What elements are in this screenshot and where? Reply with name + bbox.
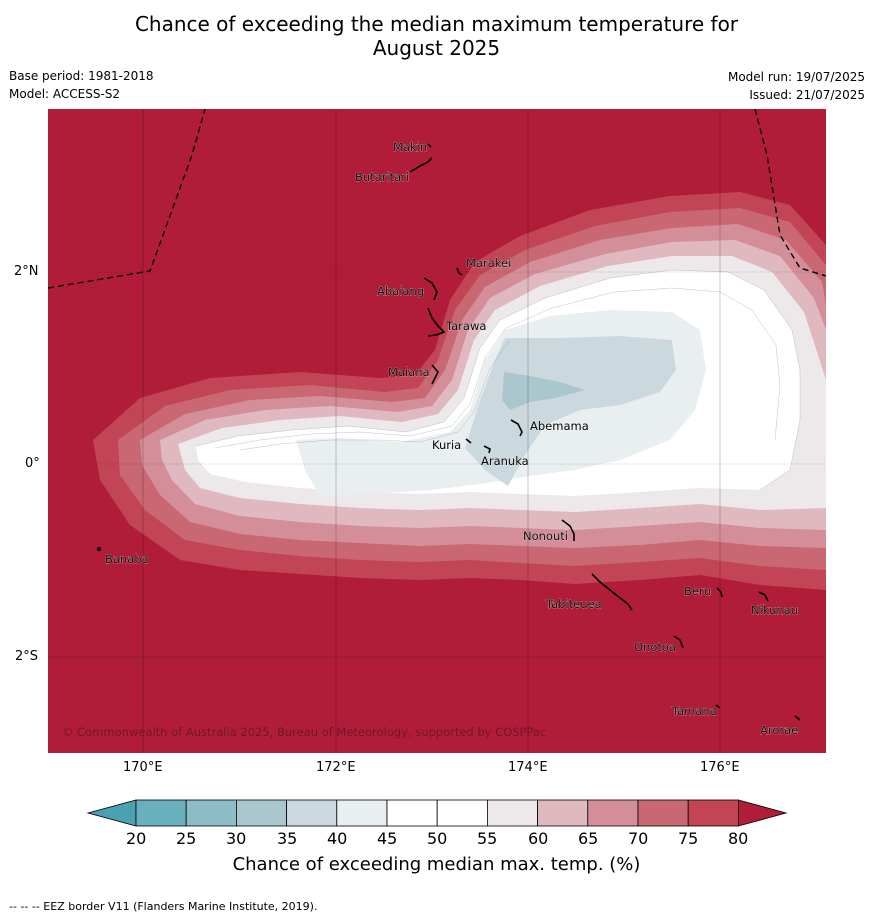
colorbar-tick-80: 80	[728, 829, 749, 848]
place-labels: Makin Butaritari Marakei Abaiang Tarawa …	[105, 140, 799, 737]
islands	[97, 143, 801, 721]
colorbar	[86, 799, 788, 827]
label-beru: Beru	[684, 584, 711, 598]
colorbar-tick-60: 60	[528, 829, 549, 848]
label-marakei: Marakei	[466, 256, 511, 270]
colorbar-55-60	[486, 799, 538, 827]
title-line-2: August 2025	[372, 36, 501, 60]
lat-label-0: 0°	[25, 456, 40, 471]
colorbar-tick-50: 50	[427, 829, 448, 848]
colorbar-below20	[86, 799, 137, 827]
colorbar-60-65	[537, 799, 589, 827]
lon-label-172E: 172°E	[316, 760, 356, 775]
lat-label-2S: 2°S	[15, 649, 39, 664]
colorbar-30-35	[235, 799, 287, 827]
colorbar-tick-55: 55	[477, 829, 498, 848]
title-line-1: Chance of exceeding the median maximum t…	[134, 12, 739, 36]
colorbar-75-80	[687, 799, 739, 827]
contour-field: Makin Butaritari Marakei Abaiang Tarawa …	[48, 109, 826, 753]
colorbar-70-75	[637, 799, 689, 827]
label-arorae: Arorae	[760, 723, 798, 737]
colorbar-40-45	[336, 799, 388, 827]
base-period-text: Base period: 1981-2018	[9, 69, 154, 83]
label-tabiteuea: Tabiteuea	[545, 597, 602, 611]
label-nonouti: Nonouti	[523, 529, 568, 543]
colorbar-50-55	[436, 799, 488, 827]
eez-border	[48, 109, 826, 289]
colorbar-above80	[738, 799, 788, 827]
label-tamana: Tamana	[671, 704, 717, 718]
colorbar-tick-65: 65	[578, 829, 599, 848]
band-30-35	[502, 372, 585, 410]
colorbar-tick-70: 70	[628, 829, 649, 848]
label-nikunau: Nikunau	[751, 603, 798, 617]
lat-label-2N: 2°N	[14, 264, 39, 279]
colorbar-45-50	[386, 799, 438, 827]
label-aranuka: Aranuka	[481, 454, 529, 468]
lon-label-170E: 170°E	[123, 760, 163, 775]
band-35-40	[465, 336, 676, 486]
colorbar-tick-45: 45	[377, 829, 398, 848]
colorbar-tick-30: 30	[226, 829, 247, 848]
colorbar-tick-75: 75	[678, 829, 699, 848]
lon-label-176E: 176°E	[700, 760, 740, 775]
copyright-text: © Commonwealth of Australia 2025, Bureau…	[62, 725, 546, 739]
label-butaritari: Butaritari	[355, 170, 409, 184]
colorbar-35-40	[286, 799, 338, 827]
label-maiana: Maiana	[388, 365, 430, 379]
label-tarawa: Tarawa	[445, 319, 486, 333]
colorbar-tick-25: 25	[176, 829, 197, 848]
label-makin: Makin	[393, 140, 427, 154]
colorbar-20-25	[135, 799, 187, 827]
label-kuria: Kuria	[432, 438, 461, 452]
model-run-text: Model run: 19/07/2025	[727, 70, 865, 84]
label-banaba: Banaba	[105, 552, 149, 566]
label-abaiang: Abaiang	[377, 284, 424, 298]
meta-right: Model run: 19/07/2025 Issued: 21/07/2025	[728, 70, 865, 106]
colorbar-tick-20: 20	[126, 829, 147, 848]
issued-text: Issued: 21/07/2025	[749, 88, 865, 102]
colorbar-65-70	[587, 799, 639, 827]
gridlines	[48, 109, 826, 753]
model-text: Model: ACCESS-S2	[9, 87, 121, 101]
lon-label-174E: 174°E	[508, 760, 548, 775]
colorbar-label: Chance of exceeding median max. temp. (%…	[232, 854, 641, 875]
meta-left: Base period: 1981-2018 Model: ACCESS-S2	[9, 69, 154, 105]
colorbar-tick-35: 35	[277, 829, 298, 848]
label-onotoa: Onotoa	[634, 640, 676, 654]
map-title: Chance of exceeding the median maximum t…	[0, 12, 873, 60]
colorbar-tick-40: 40	[327, 829, 348, 848]
colorbar-25-30	[185, 799, 237, 827]
contour-lines	[195, 269, 801, 491]
eez-footnote: -- -- -- EEZ border V11 (Flanders Marine…	[9, 900, 318, 913]
label-abemama: Abemama	[530, 419, 589, 433]
